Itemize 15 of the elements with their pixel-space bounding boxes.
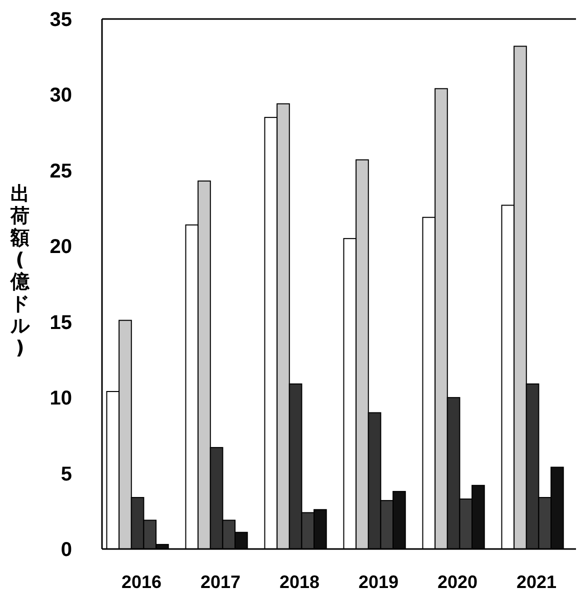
y-tick-label: 10 [50, 388, 72, 410]
y-tick-label: 20 [50, 236, 72, 258]
x-tick-label: 2018 [279, 572, 320, 592]
y-tick-label: 15 [50, 312, 72, 334]
y-tick-label: 5 [60, 463, 72, 486]
y-tick-label: 35 [50, 9, 72, 31]
x-tick-label: 2017 [200, 572, 241, 592]
x-tick-label: 2020 [437, 572, 478, 592]
x-tick-label: 2019 [358, 572, 399, 592]
y-tick-label: 25 [50, 160, 72, 182]
x-tick-label: 2016 [121, 572, 162, 592]
y-axis-title: 出荷額(億ドル) [10, 183, 30, 359]
y-tick-label: 30 [50, 84, 72, 107]
x-tick-label: 2021 [516, 572, 557, 592]
y-tick-label: 0 [60, 539, 72, 561]
